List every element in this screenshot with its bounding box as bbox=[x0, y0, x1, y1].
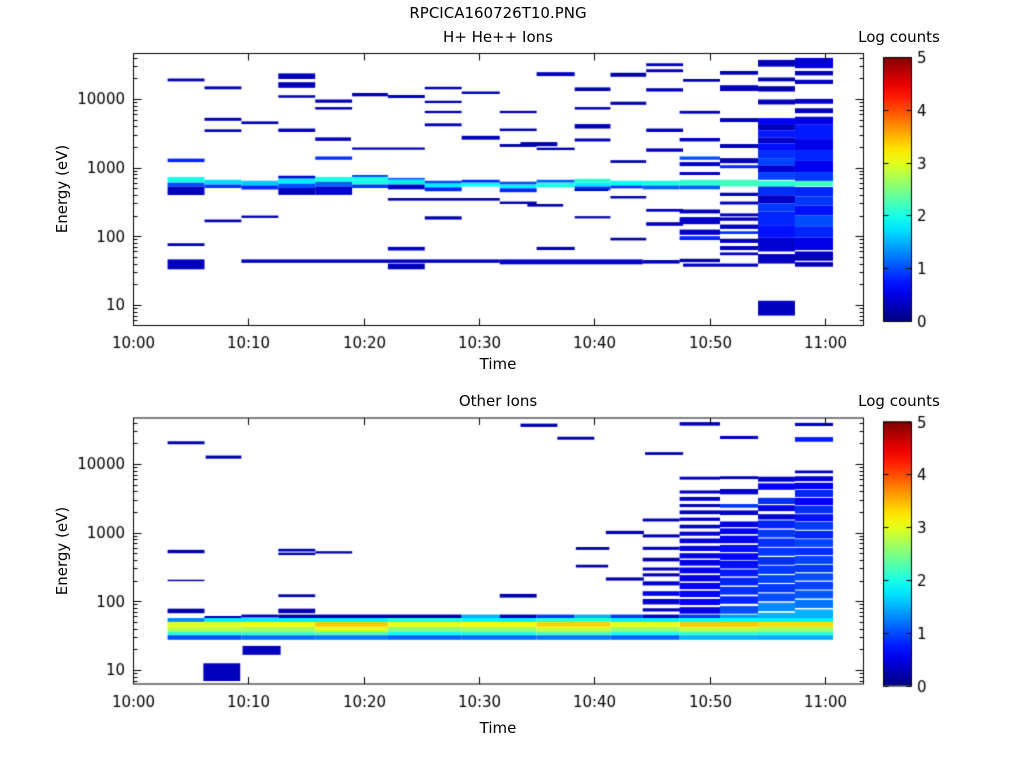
figure-title: RPCICA160726T10.PNG bbox=[409, 4, 587, 22]
panel1-title: H+ He++ Ions bbox=[443, 28, 553, 46]
panel2-colorbar-title: Log counts bbox=[858, 392, 940, 410]
panel2-y-axis-label: Energy (eV) bbox=[53, 506, 71, 596]
panel2-x-axis-label: Time bbox=[479, 719, 517, 737]
panel1-x-axis-label: Time bbox=[479, 355, 517, 373]
panel1-colorbar-title: Log counts bbox=[858, 28, 940, 46]
panel2-title: Other Ions bbox=[458, 392, 538, 410]
panel1-y-axis-label: Energy (eV) bbox=[53, 144, 71, 234]
